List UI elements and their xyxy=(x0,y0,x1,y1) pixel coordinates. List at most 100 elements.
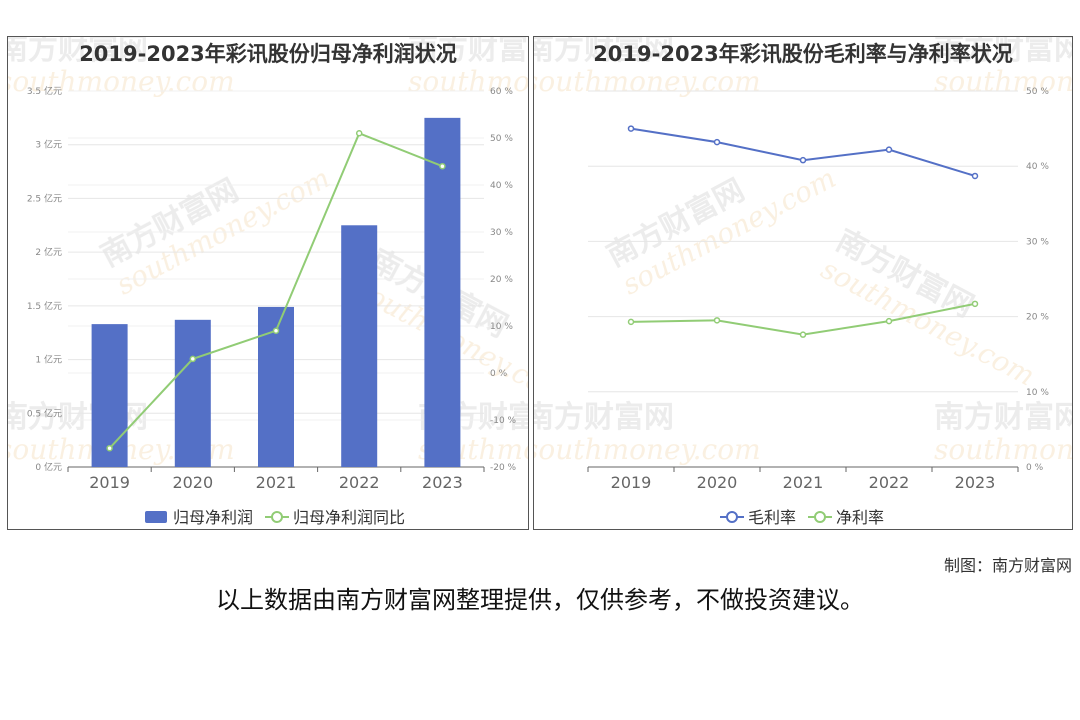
watermark-cn: 南方财富网 xyxy=(534,37,674,67)
watermark-group: 南方财富网southmoney.com南方财富网southmoney.com南方… xyxy=(534,37,1072,466)
y2-tick-label: 30 % xyxy=(490,228,513,238)
y-tick-label: 1.5 亿元 xyxy=(27,300,62,312)
line-point xyxy=(799,331,807,338)
legend-item: 净利率 xyxy=(808,508,884,527)
watermark-en: southmoney.com xyxy=(408,65,528,98)
y-tick-label: 1 亿元 xyxy=(35,354,62,366)
y-tick-label: 40 % xyxy=(1026,162,1049,172)
y2-tick-label: -20 % xyxy=(490,463,517,473)
watermark-cn: 南方财富网 xyxy=(934,400,1072,435)
series-line xyxy=(630,127,976,177)
y-axis-right: 0 % 10 % 20 % 30 % 40 % 50 % xyxy=(1026,87,1049,473)
line-point xyxy=(627,318,635,326)
watermark-en: southmoney.com xyxy=(934,65,1072,98)
y2-tick-label: 40 % xyxy=(490,181,513,191)
y2-tick-label: 60 % xyxy=(490,87,513,97)
legend-line-marker xyxy=(726,511,738,523)
x-axis: 2019 2020 2021 2022 2023 xyxy=(67,467,485,492)
line-point xyxy=(885,317,893,325)
legend-item: 归母净利润 xyxy=(145,508,253,527)
line-series xyxy=(627,125,979,180)
x-tick-label: 2021 xyxy=(783,473,824,492)
line-point xyxy=(713,317,721,324)
y-tick-label: 20 % xyxy=(1026,313,1049,323)
line-series xyxy=(106,130,446,452)
legend-bar-swatch xyxy=(145,511,167,523)
margin-chart-panel: 南方财富网southmoney.com南方财富网southmoney.com南方… xyxy=(533,36,1073,530)
y-tick-label: 2.5 亿元 xyxy=(27,192,62,204)
x-tick-label: 2019 xyxy=(89,473,130,492)
line-point xyxy=(106,444,113,452)
y-axis-right: -20 % -10 % 0 % 10 % 20 % 30 % 40 % 50 % 60 % xyxy=(490,87,517,473)
bar xyxy=(424,117,461,467)
line-point xyxy=(272,327,280,334)
line-point xyxy=(627,125,635,132)
y-tick-label: 0.5 亿元 xyxy=(27,407,62,419)
y2-tick-label: -10 % xyxy=(490,416,517,426)
y-tick-label: 0 亿元 xyxy=(35,461,62,473)
watermark-cn: 南方财富网 xyxy=(8,37,148,67)
x-tick-label: 2021 xyxy=(256,473,297,492)
watermark-cn: 南方财富网 xyxy=(934,37,1072,67)
x-tick-label: 2023 xyxy=(955,473,996,492)
y2-tick-label: 20 % xyxy=(490,275,513,285)
y-tick-label: 3.5 亿元 xyxy=(27,85,62,97)
bar xyxy=(91,324,128,467)
y-axis-left: 0 亿元 0.5 亿元 1 亿元 1.5 亿元 2 亿元 2.5 亿元 3 亿元 3.5 亿元 xyxy=(27,85,62,473)
net-profit-chart-panel: 南方财富网southmoney.com南方财富网southmoney.com南方… xyxy=(7,36,529,530)
y-tick-label: 0 % xyxy=(1026,463,1044,473)
y-tick-label: 10 % xyxy=(1026,388,1049,398)
line-point xyxy=(799,156,807,164)
watermark-en: southmoney.com xyxy=(934,433,1072,466)
y-tick-label: 3 亿元 xyxy=(35,139,62,151)
line-series xyxy=(627,300,979,338)
bar xyxy=(174,319,211,467)
y2-tick-label: 50 % xyxy=(490,134,513,144)
watermark-cn: 南方财富网 xyxy=(534,400,674,435)
y2-tick-label: 0 % xyxy=(490,369,508,379)
legend: 归母净利润 归母净利润同比 xyxy=(145,508,405,527)
watermark-en: southmoney.com xyxy=(8,65,235,98)
legend-item: 毛利率 xyxy=(720,508,796,527)
watermark-cn: 南方财富网 xyxy=(408,37,528,67)
legend-line-marker xyxy=(271,511,283,523)
y-tick-label: 30 % xyxy=(1026,237,1049,247)
y-tick-label: 50 % xyxy=(1026,87,1049,97)
chart-credit: 制图：南方财富网 xyxy=(943,556,1072,575)
bar xyxy=(341,225,378,467)
line-point xyxy=(971,172,979,180)
x-tick-label: 2023 xyxy=(422,473,463,492)
watermark-en: southmoney.com xyxy=(534,433,761,466)
legend-label: 毛利率 xyxy=(748,508,796,527)
bar-series xyxy=(91,117,461,467)
line-point xyxy=(355,130,363,137)
line-point xyxy=(971,300,979,308)
line-point xyxy=(189,355,197,363)
legend-label: 归母净利润 xyxy=(173,508,253,527)
legend-item: 归母净利润同比 xyxy=(265,508,405,527)
legend-label: 净利率 xyxy=(836,508,884,527)
line-point xyxy=(713,138,721,146)
net-profit-chart: 南方财富网southmoney.com南方财富网southmoney.com南方… xyxy=(8,37,528,527)
chart-title: 2019-2023年彩讯股份毛利率与净利率状况 xyxy=(593,42,1013,66)
x-axis: 2019 2020 2021 2022 2023 xyxy=(587,467,1019,492)
x-tick-label: 2022 xyxy=(339,473,380,492)
x-tick-label: 2020 xyxy=(172,473,213,492)
x-tick-label: 2019 xyxy=(611,473,652,492)
margin-chart: 南方财富网southmoney.com南方财富网southmoney.com南方… xyxy=(534,37,1072,527)
legend-label: 归母净利润同比 xyxy=(293,508,405,527)
x-tick-label: 2022 xyxy=(869,473,910,492)
chart-title: 2019-2023年彩讯股份归母净利润状况 xyxy=(79,42,457,66)
line-point xyxy=(439,162,446,170)
y2-tick-label: 10 % xyxy=(490,322,513,332)
watermark-en: southmoney.com xyxy=(534,65,761,98)
legend: 毛利率 净利率 xyxy=(720,508,884,527)
x-tick-label: 2020 xyxy=(697,473,738,492)
